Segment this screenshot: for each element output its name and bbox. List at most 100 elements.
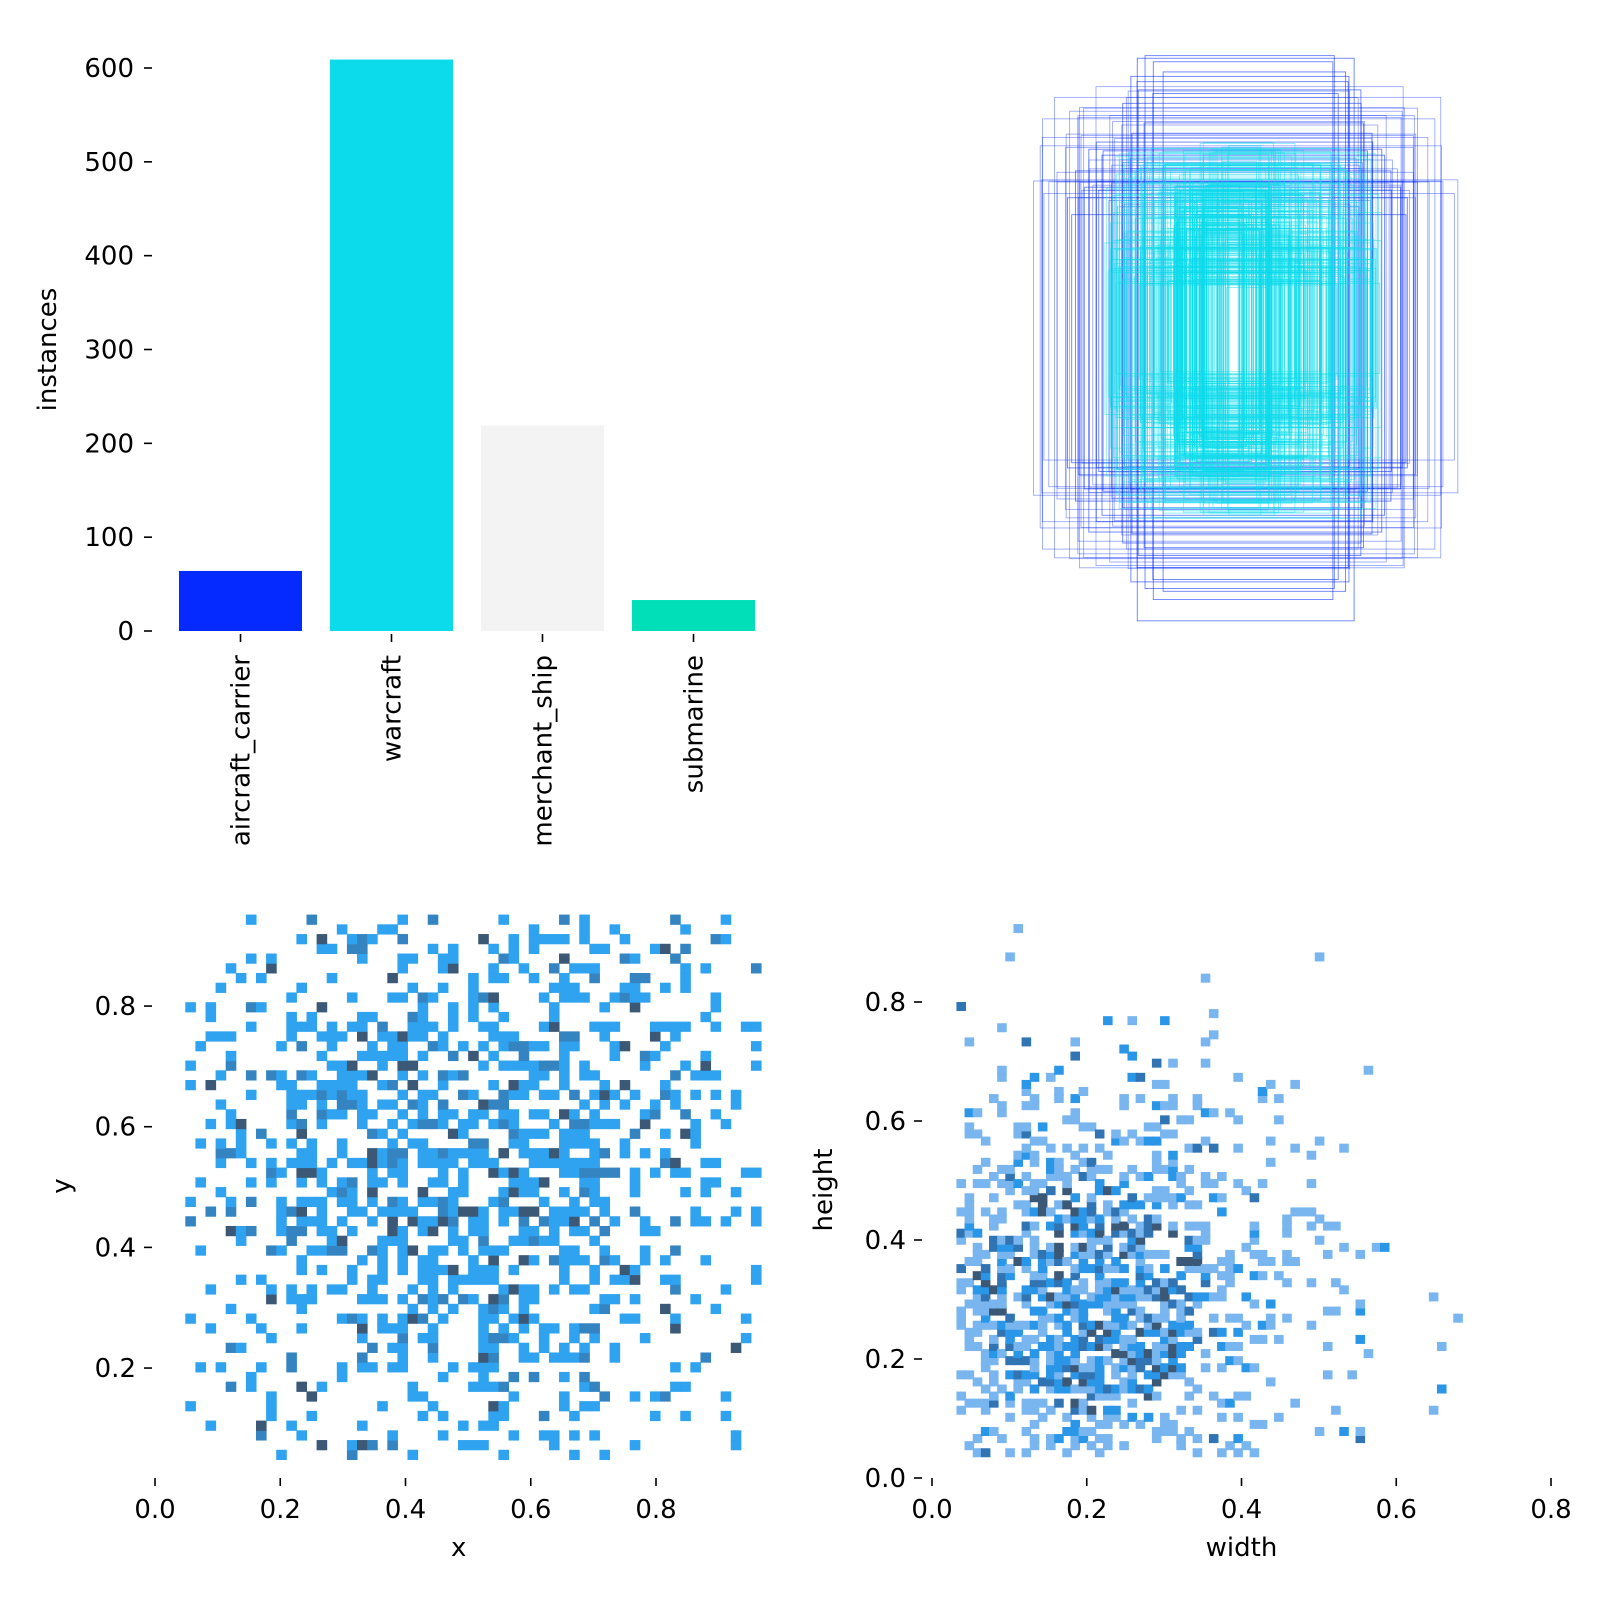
wh-cell: [1078, 1377, 1089, 1387]
wh-cell: [1160, 1264, 1170, 1274]
bbox-cyan: [1175, 185, 1271, 477]
xy-cell: [670, 1362, 681, 1373]
wh-cell: [1021, 1079, 1032, 1089]
xy-cell: [508, 1060, 520, 1071]
wh-cell: [997, 1384, 1007, 1394]
xy-cell: [589, 1196, 600, 1208]
xy-cell: [639, 1109, 651, 1120]
wh-cell: [1021, 1122, 1032, 1132]
wh-cell: [1005, 1264, 1015, 1274]
wh-cell: [964, 1257, 975, 1266]
wh-cell: [1094, 1271, 1105, 1281]
wh-cell: [1103, 1306, 1113, 1316]
xy-xtick-label: 0.8: [635, 1495, 676, 1525]
bar-warcraft: [330, 59, 453, 632]
wh-cell: [1143, 1384, 1154, 1394]
wh-cell: [1119, 1285, 1129, 1295]
xy-cell: [458, 1118, 469, 1130]
wh-cell: [1046, 1249, 1056, 1259]
wh-cell: [997, 1434, 1007, 1444]
wh-cell: [1078, 1221, 1089, 1231]
xy-cell: [417, 1157, 429, 1169]
xy-cell: [397, 1031, 409, 1042]
wh-cell: [1013, 1200, 1024, 1210]
wh-cell: [1062, 1292, 1072, 1302]
wh-cell: [1428, 1405, 1439, 1415]
wh-cell: [1046, 1242, 1056, 1252]
wh-cell: [1046, 1349, 1056, 1359]
wh-cell: [1249, 1235, 1260, 1245]
wh-cell: [980, 1264, 991, 1274]
xy-cell: [447, 1109, 459, 1120]
xy-cell: [266, 1245, 277, 1256]
xy-cell: [518, 1128, 530, 1139]
wh-cell: [1184, 1391, 1195, 1401]
wh-cell: [1143, 1271, 1154, 1281]
wh-cell: [1094, 1179, 1105, 1189]
bbox-cyan: [1228, 144, 1262, 516]
xy-cell: [559, 1128, 570, 1139]
wh-cell: [1127, 1377, 1138, 1387]
xy-cell: [427, 1294, 439, 1305]
wh-cell: [1070, 1384, 1081, 1394]
wh-cell: [1111, 1136, 1121, 1146]
xy-cell: [367, 1050, 378, 1062]
wh-cell: [1054, 1172, 1064, 1181]
wh-cell: [1160, 1427, 1170, 1436]
wh-cell: [1160, 1115, 1170, 1125]
wh-cell: [1355, 1334, 1366, 1344]
wh-cell: [1013, 1327, 1024, 1337]
xy-cell: [538, 1177, 550, 1188]
wh-cell: [1005, 1412, 1015, 1422]
xy-cell: [447, 1225, 459, 1237]
xy-cell: [589, 1430, 600, 1441]
xy-cell: [498, 1294, 510, 1305]
wh-cell: [1086, 1200, 1097, 1210]
wh-cell: [1086, 1207, 1097, 1217]
wh-cell: [1225, 1356, 1235, 1366]
wh-cell: [1322, 1370, 1333, 1380]
wh-cell: [1143, 1285, 1154, 1295]
xy-cell: [458, 1177, 469, 1188]
xy-cell: [569, 1216, 580, 1227]
bar-ytick-label: 300: [84, 336, 134, 366]
wh-cell: [1143, 1122, 1154, 1132]
xy-cell: [447, 953, 459, 964]
wh-cell: [1127, 1334, 1138, 1344]
xy-cell: [559, 1352, 570, 1363]
xy-cell: [417, 1002, 429, 1013]
wh-cell: [980, 1384, 991, 1394]
wh-cell: [980, 1356, 991, 1366]
wh-cell: [1046, 1405, 1056, 1415]
wh-cell: [1037, 1327, 1048, 1337]
wh-cell: [1225, 1398, 1235, 1408]
xy-cell: [437, 953, 449, 964]
wh-cell: [1184, 1235, 1195, 1245]
xy-cell: [468, 1002, 479, 1013]
xy-cell: [478, 1225, 489, 1237]
xy-cell: [447, 963, 459, 974]
xy-cell: [508, 1264, 520, 1276]
xy-cell: [488, 1274, 499, 1285]
wh-cell: [1135, 1271, 1146, 1281]
xy-cell: [185, 1216, 196, 1227]
wh-cell: [1143, 1264, 1154, 1274]
xy-cell: [437, 1206, 449, 1217]
wh-cell: [1005, 1327, 1015, 1337]
wh-cell: [1225, 1249, 1235, 1259]
xy-cell: [326, 1089, 338, 1100]
wh-cell: [1241, 1320, 1252, 1330]
xy-cell: [387, 1041, 398, 1052]
wh-cell: [1046, 1363, 1056, 1373]
xy-ytick-label: 0.4: [95, 1233, 136, 1263]
xy-cell: [306, 1138, 318, 1149]
xy-cell: [599, 1245, 611, 1256]
wh-cell: [1176, 1271, 1186, 1281]
wh-cell: [1070, 1313, 1081, 1323]
xy-cell: [407, 1118, 419, 1130]
xy-cell: [447, 1128, 459, 1139]
xy-cell: [710, 1089, 722, 1100]
wh-cell: [1200, 1136, 1211, 1146]
wh-cell: [1160, 1342, 1170, 1351]
